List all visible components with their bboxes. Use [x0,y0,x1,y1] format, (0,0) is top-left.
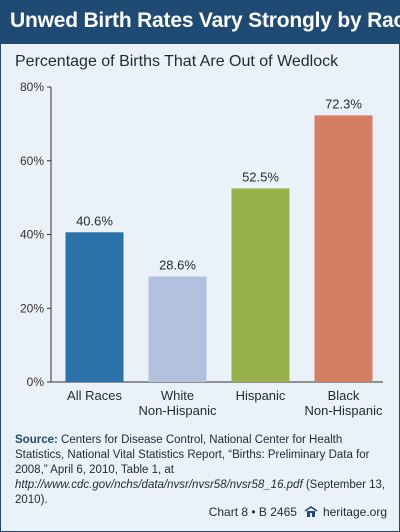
bar [231,188,290,382]
bar-value-label: 52.5% [242,169,279,184]
y-tick-label: 80% [20,80,44,94]
title-bar: Unwed Birth Rates Vary Strongly by Race [1,1,400,44]
source-text: Centers for Disease Control, National Ce… [15,434,370,476]
bar-value-label: 28.6% [159,258,196,273]
category-label: Non-Hispanic [304,403,383,418]
source-note: Source: Centers for Disease Control, Nat… [15,433,391,508]
y-tick-label: 40% [20,228,44,242]
bars [65,115,373,383]
category-label: White [161,388,194,403]
source-label: Source: [15,434,58,446]
chart-id: Chart 8 • B 2465 [208,505,297,519]
bar-value-label: 72.3% [325,96,362,111]
chart-subtitle: Percentage of Births That Are Out of Wed… [15,53,339,70]
bar [65,232,124,382]
y-tick-label: 20% [20,301,44,315]
value-labels: 40.6% 28.6% 52.5% 72.3% [76,96,362,272]
category-label: Hispanic [236,388,286,403]
category-label: Black [328,388,360,403]
footer: Chart 8 • B 2465 heritage.org [209,505,387,519]
source-url[interactable]: http://www.cdc.gov/nchs/data/nvsr/nvsr58… [15,479,303,491]
bar [148,276,207,382]
category-label: Non-Hispanic [138,403,217,418]
bar [314,115,373,383]
heritage-home-icon [304,506,318,517]
y-tick-label: 60% [20,154,44,168]
bar-value-label: 40.6% [76,213,113,228]
site-link[interactable]: heritage.org [322,505,387,519]
bar-chart: 0% 20% 40% 60% 80% 40.6% 28.6% 52.5% 72.3% All … [20,80,383,418]
category-label: All Races [67,388,122,403]
y-tick-label: 0% [27,375,45,389]
y-axis: 0% 20% 40% 60% 80% [20,80,383,389]
source-date: (September 13, 2010). [15,479,386,506]
chart-title: Unwed Birth Rates Vary Strongly by Race [10,9,400,32]
